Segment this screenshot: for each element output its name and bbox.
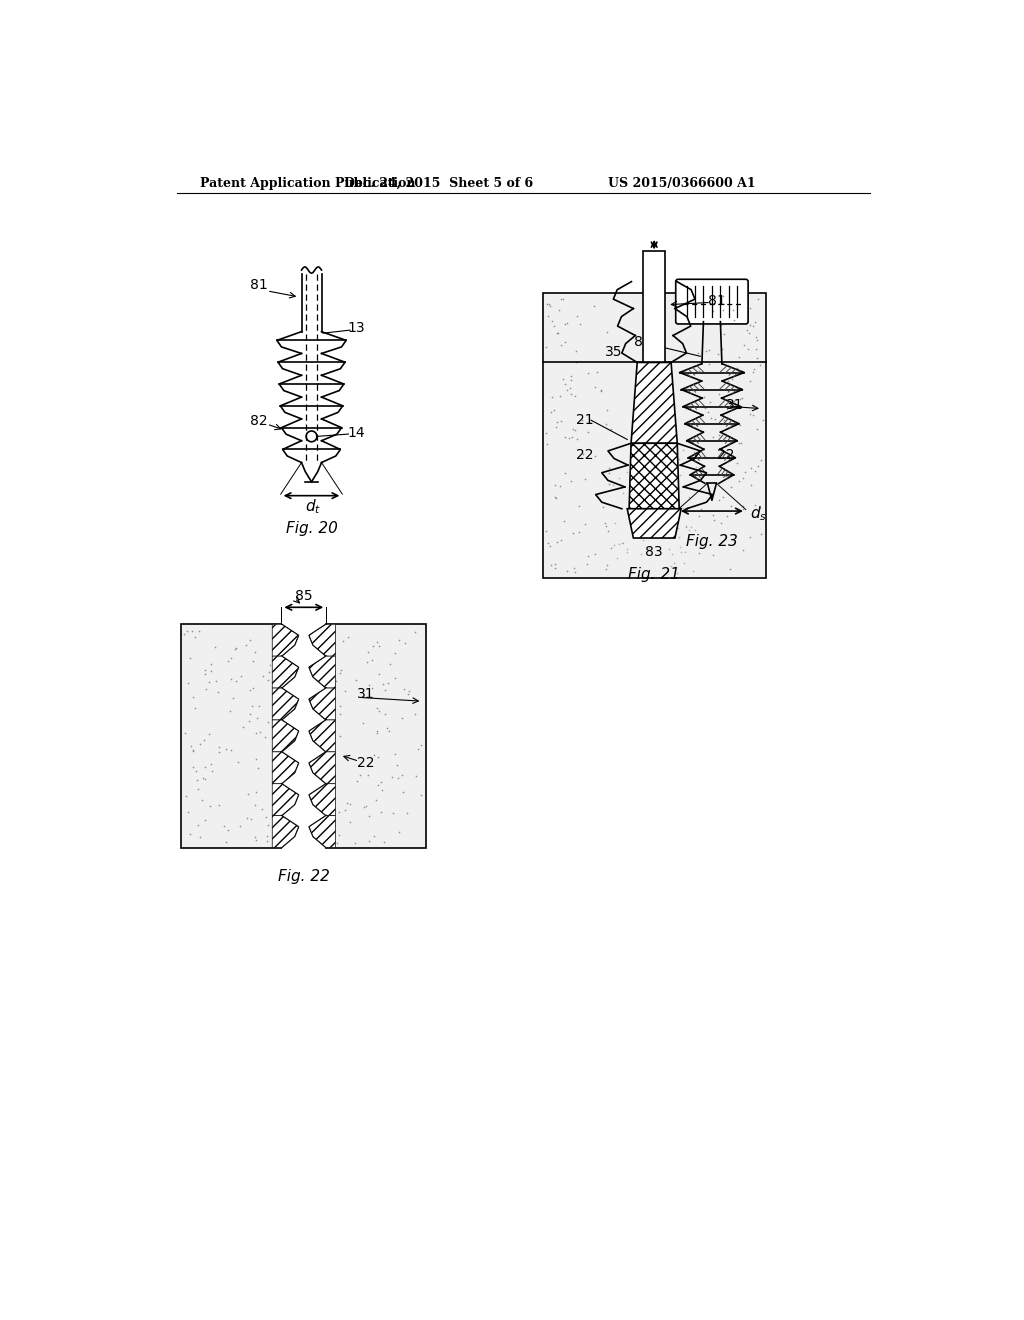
Polygon shape — [272, 719, 298, 752]
Polygon shape — [272, 688, 298, 719]
Text: 22: 22 — [717, 447, 734, 462]
Polygon shape — [628, 508, 681, 539]
Text: 13: 13 — [347, 321, 365, 335]
Text: 35: 35 — [605, 345, 623, 359]
Polygon shape — [272, 752, 298, 784]
Text: $d_t$: $d_t$ — [305, 498, 322, 516]
Polygon shape — [629, 444, 679, 508]
Text: 31: 31 — [357, 686, 375, 701]
Text: 14: 14 — [347, 425, 365, 440]
Text: Fig. 23: Fig. 23 — [686, 535, 738, 549]
Polygon shape — [309, 656, 336, 688]
Text: 81: 81 — [709, 294, 726, 308]
Bar — [643, 251, 665, 363]
Text: $d_s$: $d_s$ — [750, 504, 767, 523]
Text: US 2015/0366600 A1: US 2015/0366600 A1 — [608, 177, 756, 190]
Text: 83: 83 — [645, 545, 663, 558]
Polygon shape — [272, 816, 298, 847]
Text: 82: 82 — [250, 414, 268, 428]
Polygon shape — [309, 816, 336, 847]
Bar — [326, 624, 426, 847]
Polygon shape — [272, 656, 298, 688]
Text: Fig. 22: Fig. 22 — [278, 870, 330, 884]
Text: 81: 81 — [250, 279, 268, 293]
Bar — [543, 293, 766, 578]
Polygon shape — [309, 784, 336, 816]
Polygon shape — [309, 688, 336, 719]
Text: Dec. 24, 2015  Sheet 5 of 6: Dec. 24, 2015 Sheet 5 of 6 — [344, 177, 534, 190]
Text: 22: 22 — [577, 447, 594, 462]
Text: 88: 88 — [634, 335, 651, 350]
Polygon shape — [272, 784, 298, 816]
Text: Fig. 20: Fig. 20 — [286, 520, 338, 536]
Text: Fig. 21: Fig. 21 — [628, 568, 680, 582]
Text: Patent Application Publication: Patent Application Publication — [200, 177, 416, 190]
Polygon shape — [631, 363, 677, 444]
Text: 85: 85 — [295, 589, 312, 603]
FancyBboxPatch shape — [676, 280, 749, 323]
Polygon shape — [272, 624, 298, 656]
Text: 21: 21 — [577, 413, 594, 428]
Polygon shape — [309, 624, 336, 656]
Polygon shape — [309, 719, 336, 752]
Bar — [181, 624, 282, 847]
Polygon shape — [309, 752, 336, 784]
Text: 31: 31 — [726, 397, 743, 412]
Text: 22: 22 — [357, 756, 375, 770]
